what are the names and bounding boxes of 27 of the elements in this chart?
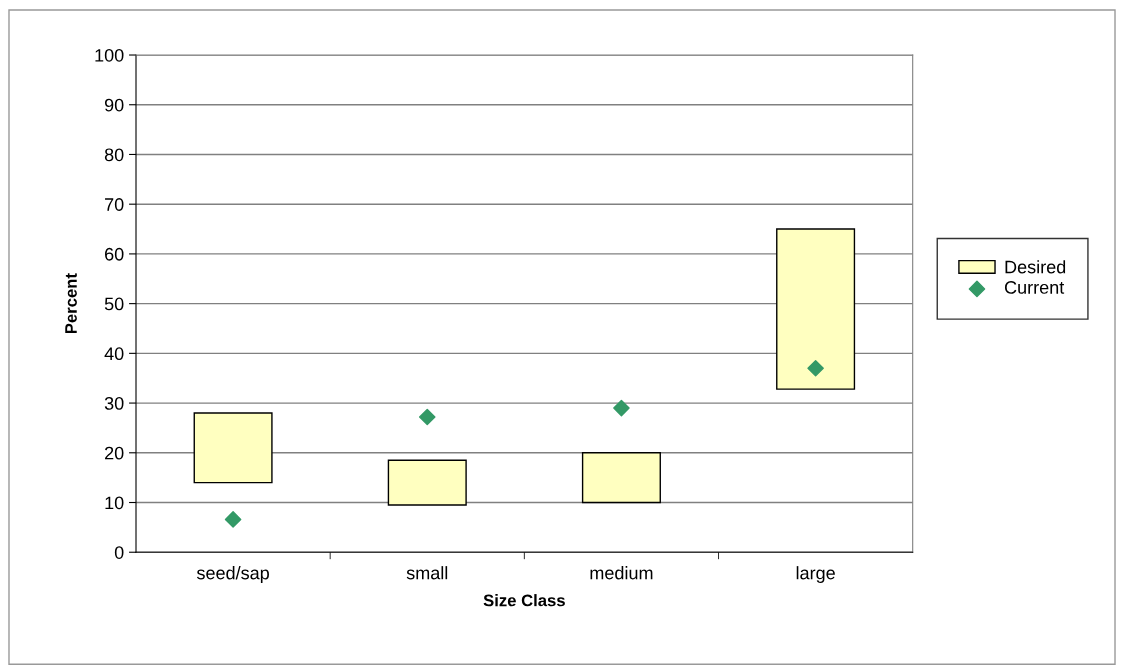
point [613,399,630,417]
y-tick-label: 100 [95,48,124,62]
y-tick-label: 60 [105,247,124,261]
bar [776,228,856,390]
x-tick-label: large [796,566,835,583]
y-tick-label: 90 [104,98,124,112]
point [418,408,436,426]
legend-label: Desired [1005,260,1066,274]
y-tick-label: 80 [104,148,124,162]
point [224,511,242,528]
y-tick-label: 40 [104,347,124,361]
bar [193,412,273,484]
y-tick-label: 10 [105,496,124,510]
y-tick-label: 50 [104,297,124,311]
x-tick-label: small [406,566,448,580]
y-tick-label: 30 [104,397,124,410]
bar [387,459,467,506]
x-tick-label: medium [590,566,653,580]
y-tick-label: 20 [105,446,124,460]
y-tick-label: 0 [114,546,124,559]
legend-label: Current [1004,281,1065,294]
point [807,359,824,377]
y-axis-title: Percent [65,273,77,334]
y-tick-label: 70 [105,198,124,211]
x-tick-label: seed/sap [196,566,269,583]
x-axis-title: Size Class [483,594,565,607]
bar [581,452,661,504]
